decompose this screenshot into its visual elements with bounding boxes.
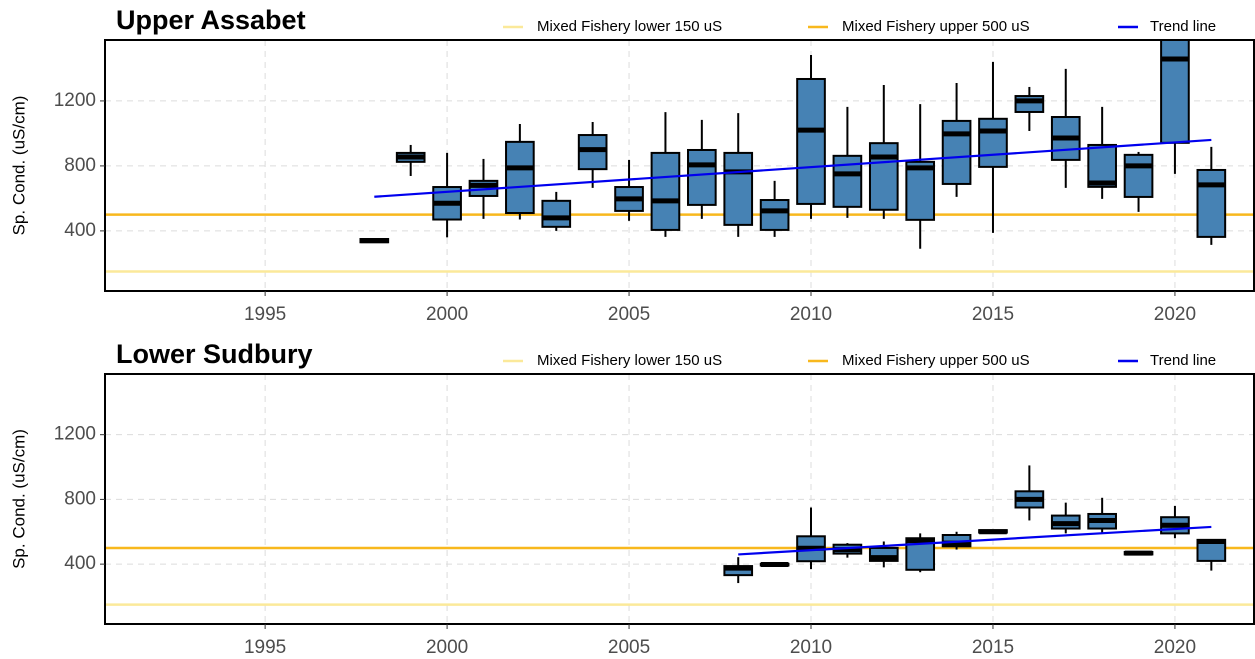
y-tick-label: 400 [64,220,96,241]
y-axis-label: Sp. Cond. (uS/cm) [9,429,28,569]
legend-label: Mixed Fishery lower 150 uS [537,352,722,369]
x-tick-label: 2015 [972,637,1014,658]
legend-label: Trend line [1150,18,1216,35]
legend-label: Trend line [1150,352,1216,369]
panel-title: Lower Sudbury [116,339,313,369]
x-tick-label: 2015 [972,304,1014,325]
y-tick-label: 1200 [54,90,96,111]
y-axis-label: Sp. Cond. (uS/cm) [9,96,28,236]
x-tick-label: 1995 [244,637,286,658]
panel-title: Upper Assabet [116,5,306,35]
x-tick-label: 2005 [608,304,650,325]
x-tick-label: 2020 [1154,637,1196,658]
trend-line [738,525,1212,556]
box [868,142,899,211]
y-tick-label: 400 [64,553,96,574]
box [687,148,717,206]
x-tick-label: 2010 [790,637,832,658]
x-tick-label: 2010 [790,304,832,325]
legend-label: Mixed Fishery upper 500 uS [842,352,1030,369]
box [505,140,535,215]
y-tick-label: 800 [64,488,96,509]
plot-area [105,374,1255,624]
x-tick-label: 1995 [244,304,286,325]
x-tick-label: 2020 [1154,304,1196,325]
x-tick-label: 2000 [426,637,468,658]
y-tick-label: 800 [64,155,96,176]
trend-line [374,138,1212,198]
legend-label: Mixed Fishery lower 150 uS [537,18,722,35]
box [723,151,754,226]
plot-area [105,40,1255,291]
box [650,151,681,231]
legend-label: Mixed Fishery upper 500 uS [842,18,1030,35]
box [796,77,826,205]
box [1160,40,1190,144]
box [1087,143,1117,188]
x-tick-label: 2005 [608,637,650,658]
box [759,199,790,231]
box [978,117,1008,168]
box [941,119,972,185]
box [541,199,572,228]
x-tick-label: 2000 [426,304,468,325]
box [1123,153,1154,198]
box [1196,168,1227,238]
y-tick-label: 1200 [54,424,96,445]
box [905,160,936,221]
